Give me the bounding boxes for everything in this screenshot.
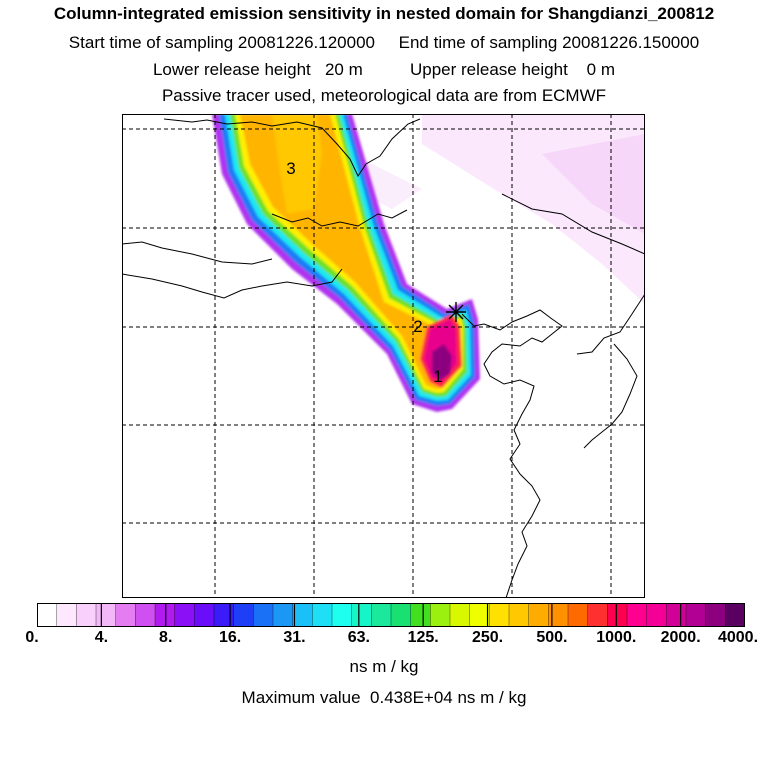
colorbar-cell (705, 603, 727, 627)
colorbar-unit-label: ns m / kg (349, 657, 419, 676)
colorbar-cell (213, 603, 235, 627)
coastline-bay (271, 209, 408, 227)
colorbar-cell (449, 603, 471, 627)
plume-core-northwest (272, 114, 322, 214)
colorbar-cell (528, 603, 550, 627)
colorbar-cell (508, 603, 530, 627)
colorbar-tick-label: 4. (94, 629, 109, 646)
coastline-east (461, 309, 563, 598)
colorbar-tick-label: 125. (407, 629, 439, 646)
colorbar-tick-label: 0. (25, 629, 39, 646)
colorbar-cell (331, 603, 353, 627)
colorbar-cell (115, 603, 137, 627)
colorbar-cell (312, 603, 333, 627)
colorbar-cell (469, 603, 491, 627)
colorbar-cell (37, 603, 58, 627)
colorbar-cell (194, 603, 215, 627)
colorbar-cell (430, 603, 451, 627)
border-east (576, 293, 645, 355)
colorbar-cell (56, 603, 78, 627)
colorbar-frame (37, 603, 745, 627)
border-west (122, 268, 343, 299)
border-southwest (122, 241, 273, 265)
colorbar (37, 603, 745, 627)
release-heights: Lower release height 20 m Upper release … (152, 60, 616, 79)
coastlines (122, 118, 645, 598)
colorbar-cell (666, 603, 687, 627)
colorbar-cells (37, 603, 745, 627)
colorbar-cell (95, 603, 117, 627)
colorbar-cell (626, 603, 648, 627)
sampling-times: Start time of sampling 20081226.120000 E… (68, 33, 700, 52)
colorbar-tick-label: 500. (536, 629, 568, 646)
cluster-label-2: 2 (413, 317, 422, 336)
colorbar-cell (76, 603, 97, 627)
colorbar-tick-label: 250. (471, 629, 504, 646)
border-northeast (501, 193, 645, 255)
colorbar-tick-label: 8. (159, 629, 173, 646)
tracer-info: Passive tracer used, meteorological data… (161, 86, 607, 105)
colorbar-tick-label: 63. (347, 629, 370, 646)
colorbar-cell (272, 603, 294, 627)
plot-title: Column-integrated emission sensitivity i… (53, 4, 715, 23)
colorbar-cell (233, 603, 255, 627)
cluster-label-1: 1 (433, 367, 442, 386)
colorbar-cell (646, 603, 668, 627)
coastline-peninsula (583, 343, 638, 449)
colorbar-cell (371, 603, 392, 627)
colorbar-cell (567, 603, 589, 627)
colorbar-cell (587, 603, 609, 627)
map-frame (122, 114, 645, 598)
colorbar-cell (725, 603, 745, 627)
colorbar-cell (607, 603, 628, 627)
colorbar-cell (253, 603, 274, 627)
colorbar-tick-label: 16. (218, 629, 242, 646)
plume-max-core (432, 344, 452, 380)
coastline-north (163, 118, 421, 178)
faint-sensitivity-patch (542, 134, 645, 234)
colorbar-cell (685, 603, 707, 627)
colorbar-cell (292, 603, 314, 627)
sensitivity-map: 1 2 3 (122, 114, 645, 598)
colorbar-cell (489, 603, 510, 627)
colorbar-cell (135, 603, 156, 627)
graticule (122, 114, 645, 598)
receptor-star-marker (446, 302, 466, 322)
cluster-label-3: 3 (286, 159, 295, 178)
colorbar-major-dividers (100, 603, 682, 627)
colorbar-tick-label: 1000. (596, 629, 637, 646)
colorbar-tick-label: 4000. (717, 629, 759, 646)
colorbar-cell (390, 603, 412, 627)
maximum-value: Maximum value 0.438E+04 ns m / kg (241, 688, 527, 707)
colorbar-cell (174, 603, 196, 627)
plume (212, 114, 480, 412)
colorbar-cell (351, 603, 373, 627)
colorbar-cell (410, 603, 432, 627)
colorbar-tick-label: 31. (283, 629, 306, 646)
colorbar-tick-label: 2000. (660, 629, 701, 646)
